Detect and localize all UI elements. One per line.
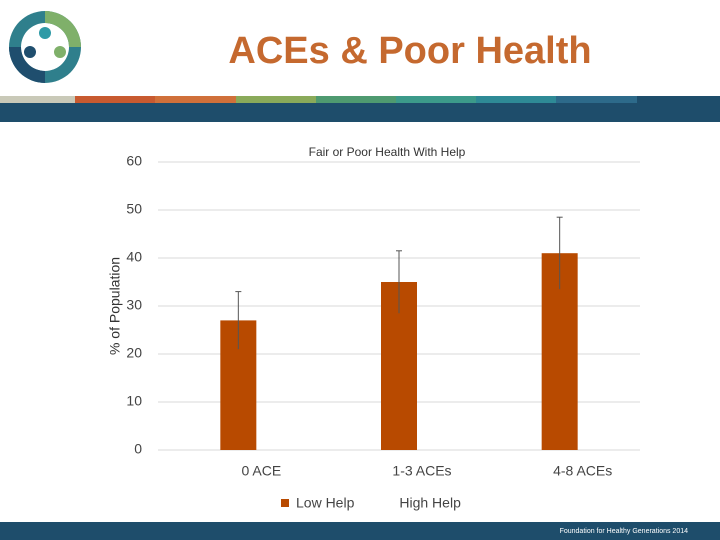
legend-label: Low Help [296, 495, 355, 511]
footer-band [0, 522, 720, 540]
y-tick-label: 10 [126, 393, 142, 409]
header-stripe [0, 96, 720, 122]
y-tick-label: 20 [126, 345, 142, 361]
y-tick-label: 0 [134, 441, 142, 457]
footer-text: Foundation for Healthy Generations 2014 [560, 528, 689, 535]
x-tick-label: 1-3 ACEs [392, 463, 451, 479]
y-tick-label: 50 [126, 201, 142, 217]
y-tick-label: 40 [126, 249, 142, 265]
x-tick-label: 0 ACE [241, 463, 281, 479]
slide-title: ACEs & Poor Health [228, 30, 591, 72]
y-tick-label: 60 [126, 153, 142, 169]
y-axis-label: % of Population [107, 257, 123, 355]
x-tick-label: 4-8 ACEs [553, 463, 612, 479]
legend-swatch [281, 499, 289, 507]
y-tick-label: 30 [126, 297, 142, 313]
logo [9, 11, 81, 83]
legend-label: High Help [399, 495, 461, 511]
chart-title: Fair or Poor Health With Help [309, 145, 466, 159]
